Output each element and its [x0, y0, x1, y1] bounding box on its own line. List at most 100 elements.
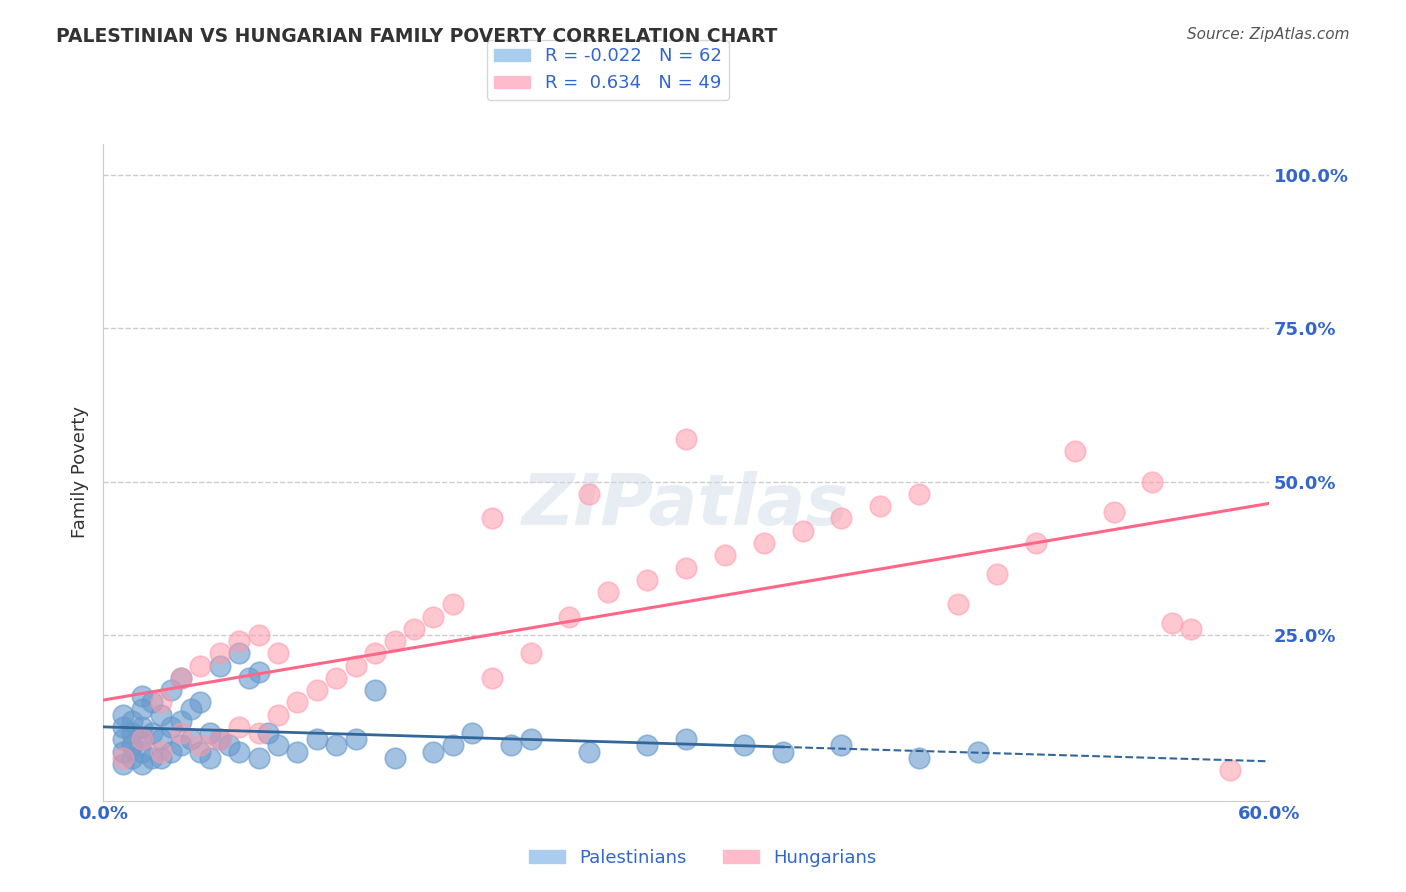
- Point: [188, 658, 211, 673]
- Point: [267, 707, 290, 722]
- Point: [908, 750, 931, 764]
- Point: [170, 714, 193, 728]
- Point: [121, 750, 143, 764]
- Point: [238, 671, 260, 685]
- Point: [131, 701, 153, 715]
- Point: [160, 683, 183, 698]
- Point: [364, 647, 387, 661]
- Y-axis label: Family Poverty: Family Poverty: [72, 407, 89, 539]
- Point: [1063, 444, 1085, 458]
- Point: [247, 726, 270, 740]
- Point: [188, 745, 211, 759]
- Point: [481, 671, 503, 685]
- Text: ZIPatlas: ZIPatlas: [523, 471, 849, 540]
- Point: [208, 658, 231, 673]
- Point: [150, 732, 173, 747]
- Point: [170, 726, 193, 740]
- Point: [441, 597, 464, 611]
- Point: [218, 739, 240, 753]
- Point: [170, 671, 193, 685]
- Point: [305, 683, 328, 698]
- Point: [714, 548, 737, 562]
- Point: [131, 745, 153, 759]
- Point: [675, 732, 697, 747]
- Point: [170, 671, 193, 685]
- Point: [180, 701, 202, 715]
- Point: [1102, 505, 1125, 519]
- Point: [111, 707, 134, 722]
- Point: [150, 750, 173, 764]
- Point: [131, 690, 153, 704]
- Point: [344, 732, 367, 747]
- Point: [966, 745, 988, 759]
- Point: [1219, 763, 1241, 777]
- Point: [598, 585, 620, 599]
- Point: [141, 726, 163, 740]
- Point: [772, 745, 794, 759]
- Point: [111, 720, 134, 734]
- Point: [558, 609, 581, 624]
- Point: [121, 714, 143, 728]
- Point: [830, 511, 852, 525]
- Point: [636, 739, 658, 753]
- Point: [208, 647, 231, 661]
- Point: [364, 683, 387, 698]
- Point: [160, 745, 183, 759]
- Point: [675, 560, 697, 574]
- Point: [733, 739, 755, 753]
- Point: [287, 696, 309, 710]
- Point: [1025, 536, 1047, 550]
- Point: [131, 732, 153, 747]
- Text: PALESTINIAN VS HUNGARIAN FAMILY POVERTY CORRELATION CHART: PALESTINIAN VS HUNGARIAN FAMILY POVERTY …: [56, 27, 778, 45]
- Point: [519, 732, 541, 747]
- Point: [228, 634, 250, 648]
- Point: [1180, 622, 1202, 636]
- Text: Source: ZipAtlas.com: Source: ZipAtlas.com: [1187, 27, 1350, 42]
- Point: [111, 756, 134, 771]
- Point: [384, 634, 406, 648]
- Point: [208, 732, 231, 747]
- Point: [150, 745, 173, 759]
- Point: [121, 726, 143, 740]
- Point: [188, 696, 211, 710]
- Point: [131, 732, 153, 747]
- Point: [344, 658, 367, 673]
- Point: [636, 573, 658, 587]
- Legend: Palestinians, Hungarians: Palestinians, Hungarians: [522, 842, 884, 874]
- Point: [267, 739, 290, 753]
- Point: [267, 647, 290, 661]
- Point: [247, 628, 270, 642]
- Point: [150, 707, 173, 722]
- Point: [160, 720, 183, 734]
- Point: [481, 511, 503, 525]
- Point: [422, 745, 444, 759]
- Point: [675, 432, 697, 446]
- Point: [208, 732, 231, 747]
- Point: [111, 732, 134, 747]
- Point: [422, 609, 444, 624]
- Point: [501, 739, 523, 753]
- Point: [141, 750, 163, 764]
- Point: [305, 732, 328, 747]
- Point: [752, 536, 775, 550]
- Point: [188, 739, 211, 753]
- Point: [111, 745, 134, 759]
- Point: [170, 739, 193, 753]
- Point: [441, 739, 464, 753]
- Point: [908, 487, 931, 501]
- Point: [228, 647, 250, 661]
- Point: [141, 696, 163, 710]
- Point: [578, 745, 600, 759]
- Point: [247, 665, 270, 679]
- Point: [247, 750, 270, 764]
- Point: [1142, 475, 1164, 489]
- Point: [180, 732, 202, 747]
- Point: [986, 566, 1008, 581]
- Point: [121, 739, 143, 753]
- Point: [257, 726, 280, 740]
- Legend: R = -0.022   N = 62, R =  0.634   N = 49: R = -0.022 N = 62, R = 0.634 N = 49: [486, 40, 728, 100]
- Point: [198, 750, 221, 764]
- Point: [461, 726, 484, 740]
- Point: [325, 739, 347, 753]
- Point: [402, 622, 425, 636]
